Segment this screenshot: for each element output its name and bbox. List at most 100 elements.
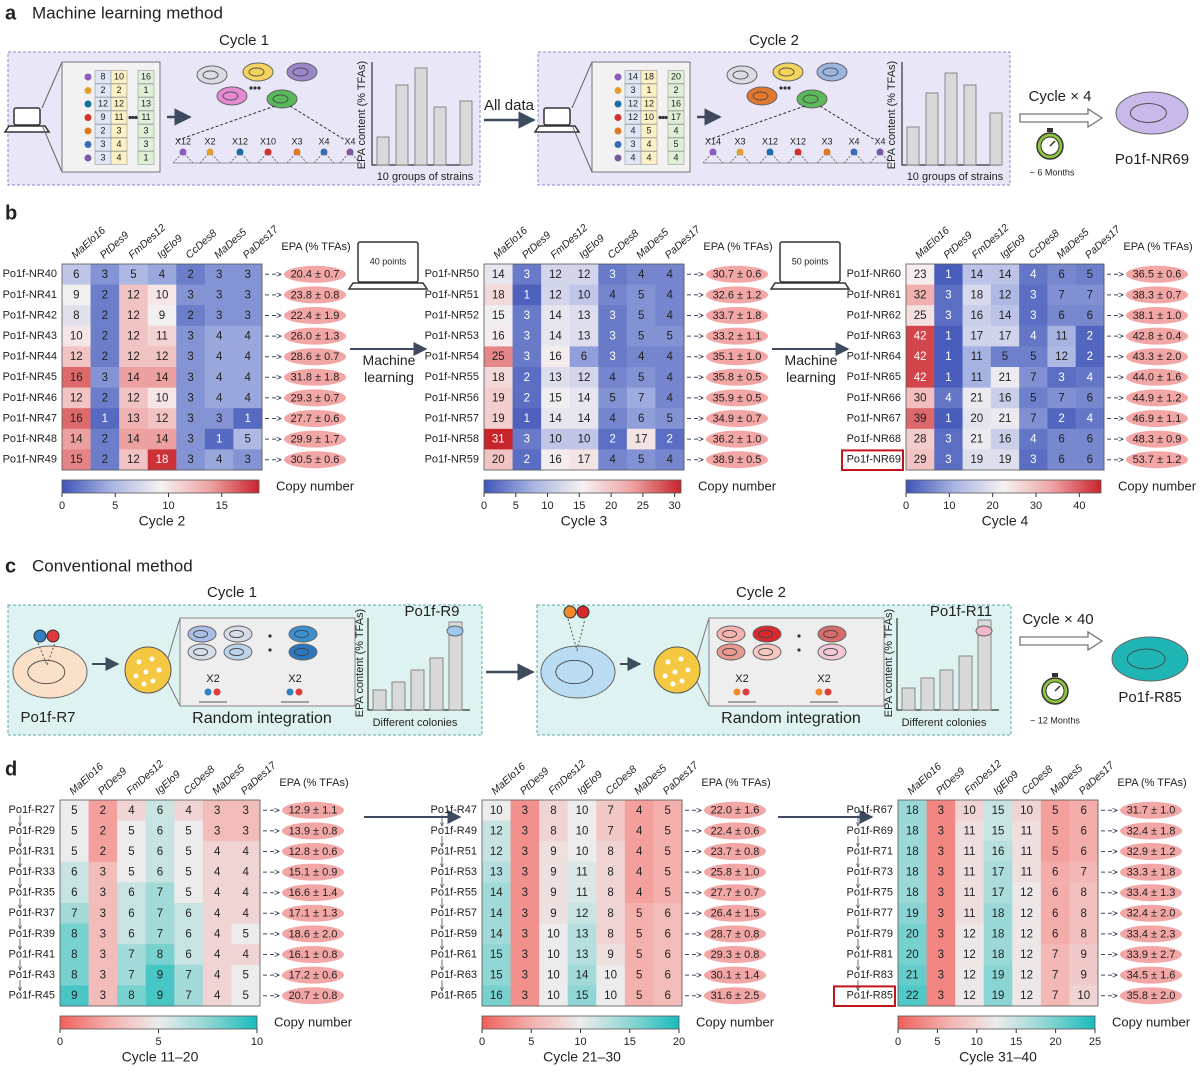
- epa-header: EPA (% TFAs): [1123, 241, 1192, 253]
- heatmap-cell: [233, 305, 263, 327]
- cell-value: 3: [102, 372, 108, 384]
- heatmap-cell: [539, 841, 569, 863]
- heatmap-cell: [145, 923, 175, 945]
- cell-value: 14: [490, 928, 503, 940]
- heatmap-cell: [926, 985, 956, 1007]
- colorbar: [59, 1015, 258, 1030]
- cell-value: 6: [1058, 454, 1064, 466]
- yeast-cell: [817, 643, 847, 661]
- cell-value: 3: [214, 805, 220, 817]
- cell-value: 6: [157, 805, 163, 817]
- heatmap-cell: [539, 861, 569, 883]
- table-cell: [137, 110, 155, 125]
- stopwatch-hand: [1049, 140, 1056, 147]
- heatmap-cell: [926, 964, 956, 986]
- laptop-base: [533, 125, 581, 133]
- heatmap-cell: [1069, 841, 1099, 863]
- heatmap-cell: [117, 923, 147, 945]
- table-value: 4: [646, 139, 651, 149]
- nucleus: [722, 647, 738, 657]
- cell-value: 12: [127, 392, 140, 404]
- cell-value: 39: [914, 413, 927, 425]
- table-cell: [110, 83, 128, 98]
- stopwatch-hand: [1054, 685, 1061, 692]
- cell-value: 2: [1087, 331, 1093, 343]
- epa-pill: [1126, 265, 1188, 283]
- colorbar-label: Copy number: [276, 478, 355, 493]
- plasmid: [213, 688, 221, 696]
- cell-value: 5: [1030, 351, 1036, 363]
- heatmap-cell: [1040, 861, 1070, 883]
- epa-pill: [704, 843, 766, 860]
- ellipsis-dot: [797, 634, 801, 638]
- heatmap-cell: [596, 841, 626, 863]
- cell-value: 2: [102, 434, 108, 446]
- heatmap-cell: [926, 944, 956, 966]
- table-cell: [667, 124, 685, 138]
- epa-header: EPA (% TFAs): [701, 777, 770, 789]
- heatmap-cell: [983, 861, 1013, 883]
- heatmap-cell: [596, 964, 626, 986]
- cell-value: 5: [185, 825, 191, 837]
- heatmap-cell: [231, 944, 261, 966]
- gene-node: [293, 148, 301, 156]
- row-label: Po1f-NR43: [3, 330, 57, 342]
- cell-value: 17: [578, 454, 591, 466]
- heatmap-cell: [898, 923, 927, 945]
- heatmap-cell: [1069, 985, 1099, 1007]
- cell-value: 4: [214, 846, 221, 858]
- best-colony: [446, 625, 464, 637]
- epa-pill: [1120, 863, 1182, 881]
- heatmap-caption: Cycle 21–30: [543, 1049, 621, 1065]
- cell-value: 7: [1058, 289, 1064, 301]
- schematic-bar: [459, 100, 473, 166]
- cell-value: 5: [1052, 805, 1058, 817]
- table-value: 12: [644, 98, 654, 108]
- cell-value: 19: [992, 990, 1005, 1002]
- cell-value: 3: [524, 351, 530, 363]
- cell-value: 21: [970, 392, 983, 404]
- cell-value: 3: [245, 289, 251, 301]
- epa-value: 15.1 ± 0.9: [289, 867, 338, 879]
- colorbar-tick-label: 10: [251, 1036, 263, 1048]
- epa-pill: [282, 863, 344, 881]
- cell-value: 3: [938, 949, 944, 961]
- heatmap-cell: [60, 882, 89, 904]
- nucleus: [229, 647, 245, 657]
- heatmap-cell: [510, 923, 540, 945]
- cell-value: 2: [524, 372, 530, 384]
- heatmap-cell: [962, 264, 992, 285]
- cell-value: 6: [1081, 805, 1087, 817]
- row-label: Po1f-R75: [847, 887, 893, 899]
- cell-value: 12: [127, 289, 140, 301]
- heatmap-cell: [90, 449, 120, 471]
- heatmap-cell: [1040, 964, 1070, 986]
- cell-value: 6: [1058, 269, 1064, 281]
- yeast-cell: [817, 625, 847, 643]
- yeast-cell: [216, 86, 248, 106]
- heatmap-cell: [983, 903, 1013, 924]
- axis-label: EPA content (% TFAs): [354, 609, 366, 717]
- heatmap-cell: [202, 923, 232, 945]
- cell-value: 7: [1081, 867, 1087, 879]
- heatmap-cell: [655, 408, 685, 430]
- cell-value: 3: [938, 928, 944, 940]
- column-header: CcDes8: [605, 227, 641, 261]
- epa-pill: [1120, 925, 1182, 943]
- cell-value: 12: [156, 413, 169, 425]
- epa-pill: [706, 327, 768, 345]
- heatmap-cell: [655, 387, 685, 409]
- cell-value: 11: [1021, 825, 1033, 837]
- cell-value: 4: [245, 331, 252, 343]
- cell-value: 12: [1020, 949, 1033, 961]
- heatmap-cell: [1040, 985, 1070, 1007]
- heatmap-cell: [202, 964, 232, 986]
- heatmap-cell: [1012, 882, 1042, 904]
- cell-value: 14: [549, 331, 562, 343]
- hollow-arrow: [1019, 107, 1104, 129]
- cell-value: 8: [607, 908, 613, 920]
- heatmap-cell: [541, 325, 571, 347]
- epa-pill: [282, 946, 344, 963]
- row-label: Po1f-NR64: [847, 351, 901, 363]
- heatmap-cell: [484, 387, 513, 409]
